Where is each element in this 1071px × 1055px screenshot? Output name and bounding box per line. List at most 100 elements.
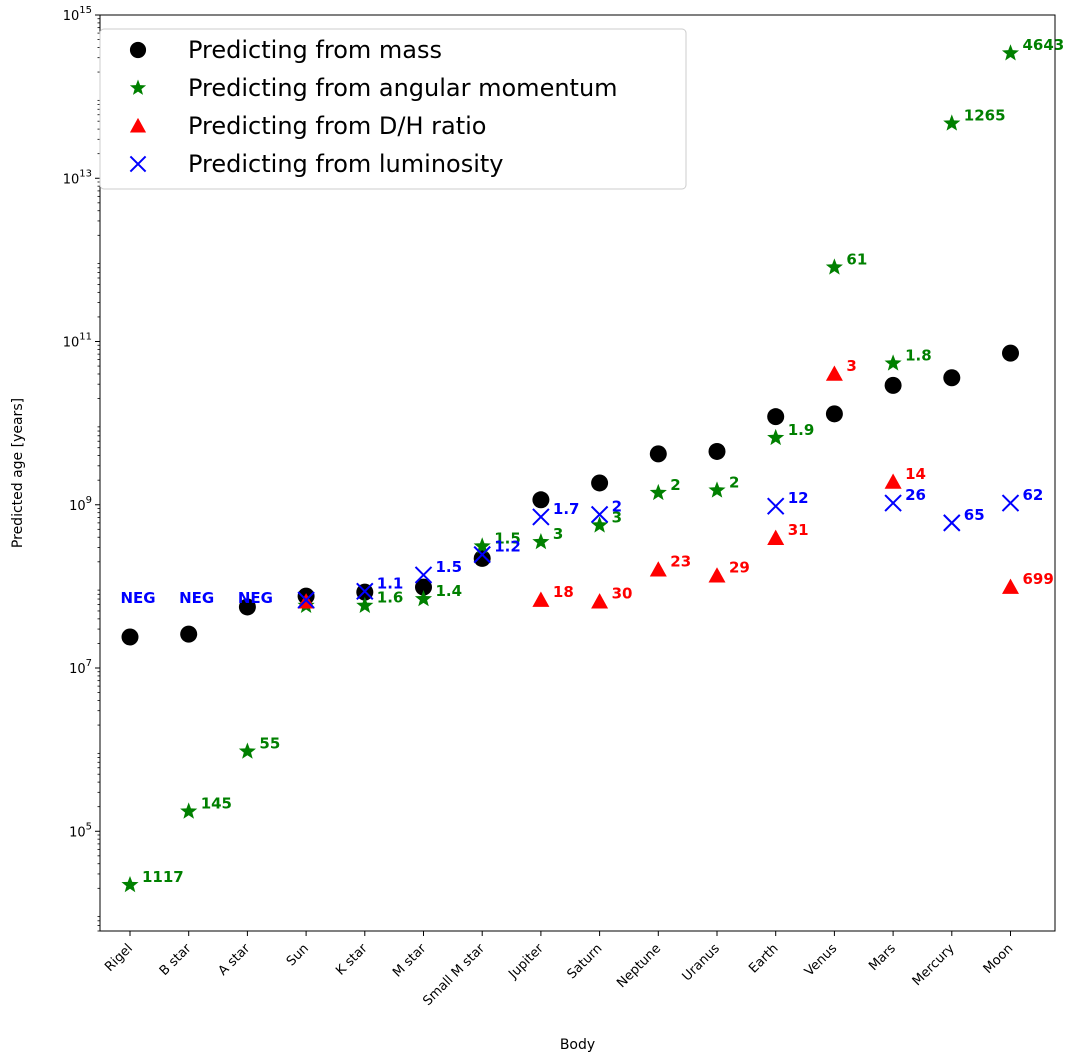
legend-marker [129, 41, 147, 59]
data-point [532, 508, 550, 526]
data-label: 3 [612, 508, 622, 526]
data-label: 2 [729, 473, 739, 491]
data-point [767, 529, 785, 545]
data-point [884, 473, 902, 489]
data-point [825, 405, 843, 423]
data-label: 1.5 [436, 558, 463, 576]
data-point [649, 483, 667, 501]
data-point [591, 474, 609, 492]
data-point [591, 593, 609, 609]
legend-entry: Predicting from angular momentum [188, 74, 618, 102]
data-marks [121, 44, 1020, 893]
data-point [943, 369, 961, 387]
legend-marker [129, 79, 147, 95]
data-label: NEG [179, 589, 214, 607]
y-tick-label: 1015 [63, 5, 92, 24]
data-point [356, 596, 374, 613]
data-label: 65 [964, 506, 985, 524]
data-point [1001, 494, 1020, 512]
data-point [473, 549, 491, 567]
data-point [884, 354, 902, 371]
data-label: 29 [729, 559, 750, 577]
data-label: 2 [670, 476, 680, 494]
data-point [884, 494, 902, 512]
legend-box [99, 28, 687, 190]
data-label: 3 [846, 357, 856, 375]
data-label: 23 [670, 553, 691, 571]
data-point [1002, 578, 1019, 594]
legend: Predicting from mass Predicting from angu… [99, 28, 687, 190]
y-tick-label: 1011 [63, 332, 92, 351]
data-point [767, 408, 785, 426]
y-tick-label: 105 [69, 821, 92, 840]
data-point [943, 114, 961, 131]
data-point [414, 590, 433, 607]
data-point [297, 591, 315, 609]
data-point [708, 481, 726, 498]
data-point [649, 445, 667, 463]
data-label: NEG [120, 589, 155, 607]
data-point [180, 802, 198, 819]
y-tick-label: 109 [69, 495, 92, 514]
data-label: 1.5 [494, 529, 521, 547]
legend-entry: Predicting from mass [188, 36, 442, 64]
series-triangle [297, 365, 1019, 609]
data-label: 699 [1023, 570, 1054, 588]
legend-marker [129, 155, 147, 173]
data-point [590, 505, 609, 524]
data-label: 1.7 [553, 500, 580, 518]
data-label: 1117 [142, 868, 184, 886]
legend-marker [129, 117, 147, 133]
data-label: 61 [846, 250, 867, 268]
data-label: 3 [553, 525, 563, 543]
data-point [943, 514, 961, 532]
data-label: 1.6 [377, 589, 404, 607]
data-point [1002, 344, 1019, 362]
data-point [532, 591, 550, 607]
data-label: 31 [788, 521, 809, 539]
data-label: 1265 [964, 106, 1006, 124]
data-point [473, 545, 491, 564]
y-axis-label: Predicted age [years] [10, 398, 26, 548]
data-label: 30 [612, 585, 633, 603]
data-point [356, 582, 374, 601]
data-label: 1.2 [494, 538, 521, 556]
data-label: NEG [238, 589, 273, 607]
data-label: 1.9 [788, 421, 815, 439]
data-point [238, 742, 256, 759]
data-point [180, 625, 198, 643]
data-label: 62 [1023, 486, 1044, 504]
data-point [121, 628, 139, 646]
data-point [121, 875, 139, 893]
data-point [238, 598, 256, 616]
legend-entry: Predicting from luminosity [188, 150, 504, 178]
legend-entry: Predicting from D/H ratio [188, 112, 486, 140]
data-point [825, 258, 843, 275]
y-tick-label: 107 [69, 658, 92, 677]
data-point [767, 428, 785, 446]
data-point [414, 566, 433, 584]
data-label: 1.4 [436, 582, 463, 600]
data-point [1001, 44, 1020, 61]
data-point [415, 578, 432, 596]
data-point [766, 497, 785, 515]
data-point [649, 561, 667, 577]
y-tick-label: 1013 [63, 168, 92, 187]
data-label: 1.8 [905, 346, 932, 364]
data-label: 12 [788, 489, 809, 507]
data-label: 2 [612, 497, 622, 515]
data-point [532, 532, 550, 550]
data-point [473, 537, 491, 554]
data-point [591, 516, 609, 533]
data-label: 55 [259, 734, 280, 752]
data-label: 4643 [1023, 36, 1065, 54]
series-x [297, 494, 1020, 609]
data-label: 14 [905, 465, 926, 483]
data-label: 26 [905, 486, 926, 504]
data-point [884, 376, 902, 394]
plot-frame [99, 14, 1056, 932]
data-point [825, 365, 843, 381]
data-label: 18 [553, 583, 574, 601]
data-point [708, 442, 726, 460]
